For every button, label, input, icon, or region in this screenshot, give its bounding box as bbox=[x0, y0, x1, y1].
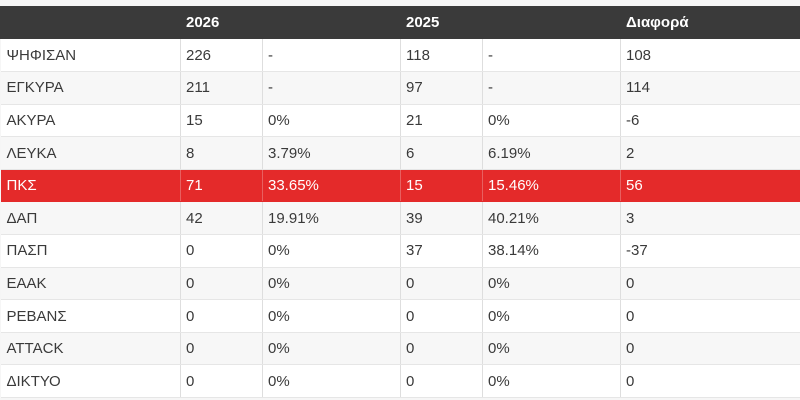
cell-difference: 108 bbox=[620, 39, 800, 73]
row-label: ATTACK bbox=[0, 332, 181, 366]
cell-percent-2026: - bbox=[262, 71, 401, 105]
header-label-column bbox=[0, 6, 181, 39]
cell-difference: 56 bbox=[620, 169, 800, 203]
header-2026: 2026 bbox=[180, 6, 263, 39]
cell-votes-2025: 21 bbox=[400, 104, 483, 138]
cell-percent-2026: 0% bbox=[262, 267, 401, 301]
cell-votes-2026: 0 bbox=[180, 267, 263, 301]
cell-percent-2026: 3.79% bbox=[262, 136, 401, 170]
cell-percent-2026: 33.65% bbox=[262, 169, 401, 203]
cell-votes-2025: 0 bbox=[400, 332, 483, 366]
cell-difference: 114 bbox=[620, 71, 800, 105]
table-row: ΔΙΚΤΥΟ 0 0% 0 0% 0 bbox=[0, 364, 800, 399]
cell-percent-2025: 0% bbox=[482, 104, 621, 138]
cell-percent-2025: 40.21% bbox=[482, 201, 621, 236]
row-label: ΡΕΒΑΝΣ bbox=[0, 299, 181, 333]
cell-percent-2025: 38.14% bbox=[482, 234, 621, 268]
row-label: ΑΚΥΡΑ bbox=[0, 104, 181, 138]
cell-percent-2025: 0% bbox=[482, 267, 621, 301]
cell-difference: 0 bbox=[620, 364, 800, 399]
table-row: ΕΓΚΥΡΑ 211-97-114 bbox=[0, 71, 800, 105]
header-row: 2026 2025 Διαφορά bbox=[0, 6, 800, 39]
cell-votes-2026: 15 bbox=[180, 104, 263, 138]
cell-votes-2026: 0 bbox=[180, 332, 263, 366]
header-2025: 2025 bbox=[400, 6, 483, 39]
row-label: ΕΓΚΥΡΑ bbox=[0, 71, 181, 105]
cell-votes-2025: 0 bbox=[400, 267, 483, 301]
cell-percent-2026: 0% bbox=[262, 234, 401, 268]
cell-votes-2026: 0 bbox=[180, 299, 263, 333]
results-table: 2026 2025 Διαφορά ΨΗΦΙΣΑΝ 226-118-108 ΕΓΚΥ… bbox=[0, 6, 800, 399]
cell-percent-2026: 0% bbox=[262, 332, 401, 366]
cell-percent-2026: - bbox=[262, 39, 401, 73]
row-label: ΠΚΣ bbox=[0, 169, 181, 203]
cell-difference: -37 bbox=[620, 234, 800, 268]
cell-percent-2025: 15.46% bbox=[482, 169, 621, 203]
cell-percent-2025: 0% bbox=[482, 332, 621, 366]
header-2026-percent bbox=[262, 6, 401, 39]
cell-percent-2025: - bbox=[482, 71, 621, 105]
cell-votes-2026: 211 bbox=[180, 71, 263, 105]
row-label: ΔΑΠ bbox=[0, 201, 181, 236]
table-row: ΛΕΥΚΑ 8 3.79% 6 6.19% 2 bbox=[0, 136, 800, 170]
cell-votes-2026: 8 bbox=[180, 136, 263, 170]
cell-votes-2025: 15 bbox=[400, 169, 483, 203]
row-label: ΔΙΚΤΥΟ bbox=[0, 364, 181, 399]
cell-votes-2025: 0 bbox=[400, 364, 483, 399]
cell-votes-2025: 97 bbox=[400, 71, 483, 105]
cell-percent-2025: 0% bbox=[482, 299, 621, 333]
cell-difference: 2 bbox=[620, 136, 800, 170]
table-row: ΔΑΠ 42 19.91% 39 40.21% 3 bbox=[0, 201, 800, 236]
row-label: ΠΑΣΠ bbox=[0, 234, 181, 268]
table-body: ΨΗΦΙΣΑΝ 226-118-108 ΕΓΚΥΡΑ 211-97-114 ΑΚΥΡΑ 1… bbox=[0, 39, 800, 399]
cell-difference: 0 bbox=[620, 267, 800, 301]
cell-percent-2026: 0% bbox=[262, 104, 401, 138]
cell-difference: -6 bbox=[620, 104, 800, 138]
table-row: ΑΚΥΡΑ 15 0% 21 0% -6 bbox=[0, 104, 800, 138]
cell-percent-2026: 19.91% bbox=[262, 201, 401, 236]
table-row: ΠΑΣΠ 0 0% 37 38.14% -37 bbox=[0, 234, 800, 268]
cell-percent-2025: 0% bbox=[482, 364, 621, 399]
table-row: ΕΑΑΚ 0 0% 0 0% 0 bbox=[0, 267, 800, 301]
cell-percent-2025: 6.19% bbox=[482, 136, 621, 170]
cell-votes-2025: 39 bbox=[400, 201, 483, 236]
row-label: ΛΕΥΚΑ bbox=[0, 136, 181, 170]
cell-votes-2026: 226 bbox=[180, 39, 263, 73]
table-row: ΠΚΣ 71 33.65% 15 15.46% 56 bbox=[0, 169, 800, 203]
table-row: ΡΕΒΑΝΣ 0 0% 0 0% 0 bbox=[0, 299, 800, 333]
table-row: ΨΗΦΙΣΑΝ 226-118-108 bbox=[0, 39, 800, 73]
cell-votes-2025: 118 bbox=[400, 39, 483, 73]
table-row: ATTACK 0 0% 0 0% 0 bbox=[0, 332, 800, 366]
header-2025-percent bbox=[482, 6, 621, 39]
cell-votes-2025: 37 bbox=[400, 234, 483, 268]
cell-percent-2025: - bbox=[482, 39, 621, 73]
cell-votes-2026: 71 bbox=[180, 169, 263, 203]
cell-votes-2025: 6 bbox=[400, 136, 483, 170]
table-header: 2026 2025 Διαφορά bbox=[0, 6, 800, 39]
cell-difference: 0 bbox=[620, 332, 800, 366]
row-label: ΕΑΑΚ bbox=[0, 267, 181, 301]
cell-percent-2026: 0% bbox=[262, 364, 401, 399]
cell-votes-2026: 0 bbox=[180, 234, 263, 268]
cell-difference: 3 bbox=[620, 201, 800, 236]
cell-votes-2025: 0 bbox=[400, 299, 483, 333]
cell-votes-2026: 42 bbox=[180, 201, 263, 236]
cell-difference: 0 bbox=[620, 299, 800, 333]
row-label: ΨΗΦΙΣΑΝ bbox=[0, 39, 181, 73]
cell-votes-2026: 0 bbox=[180, 364, 263, 399]
cell-percent-2026: 0% bbox=[262, 299, 401, 333]
header-difference: Διαφορά bbox=[620, 6, 800, 39]
